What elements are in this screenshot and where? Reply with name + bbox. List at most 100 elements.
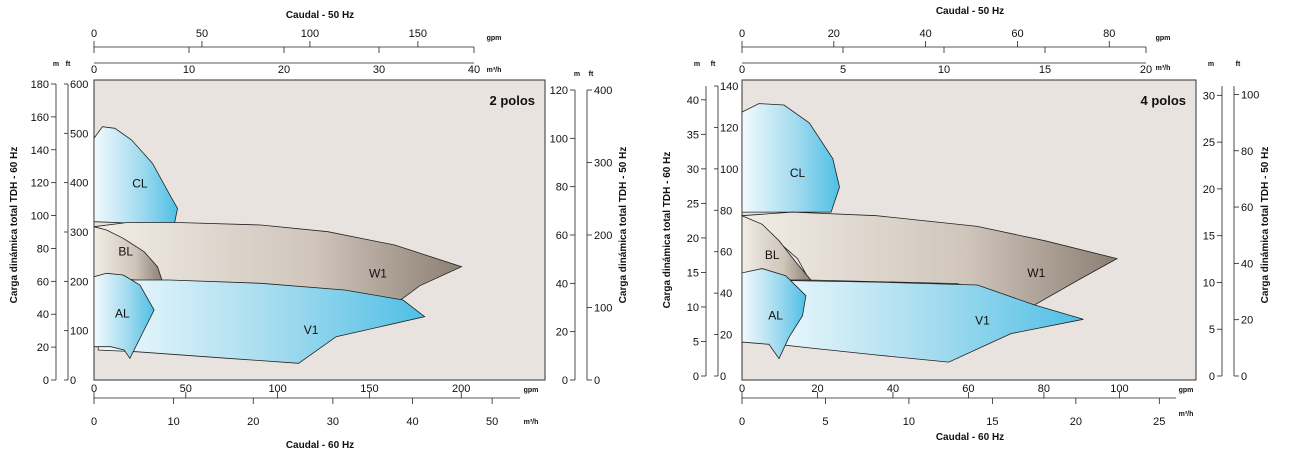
- right-ft-axis-tick-label: 80: [1241, 146, 1253, 158]
- bottom-m3h-axis-tick-label: 40: [406, 416, 418, 428]
- right-m-axis-tick-label: 40: [556, 278, 568, 290]
- left-m-axis-tick-label: 60: [37, 276, 49, 288]
- right-m-axis-tick-label: 20: [1203, 184, 1215, 196]
- right-ft-axis-tick-label: 20: [1241, 315, 1253, 327]
- chart-title: 4 polos: [1140, 93, 1186, 108]
- left-m-axis-tick-label: 0: [43, 375, 49, 387]
- unit-gpm-top: gpm: [487, 35, 502, 42]
- unit-m3h-top: m³/h: [487, 67, 502, 74]
- top-gpm-axis-tick-label: 0: [739, 28, 745, 40]
- unit-ft-left: ft: [711, 61, 716, 68]
- unit-m3h-top: m³/h: [1156, 65, 1171, 72]
- top-gpm-axis-tick-label: 150: [409, 28, 427, 40]
- bottom-gpm-axis-tick-label: 20: [811, 383, 823, 395]
- region-label-w1: W1: [369, 266, 387, 280]
- top-m3h-axis-tick-label: 30: [373, 64, 385, 76]
- left-m-axis-tick-label: 100: [31, 211, 49, 223]
- left-ft-axis-tick-label: 400: [70, 178, 88, 190]
- unit-m-right: m: [1208, 61, 1214, 68]
- bottom-gpm-axis-tick-label: 80: [1038, 383, 1050, 395]
- left-ft-axis-tick-label: 20: [720, 330, 732, 342]
- right-ft-axis-tick-label: 0: [1241, 371, 1247, 383]
- region-cl: [741, 103, 840, 213]
- right-m-axis-tick-label: 20: [556, 327, 568, 339]
- top-m3h-axis-tick-label: 15: [1039, 64, 1051, 76]
- right-m-axis-tick-label: 0: [1209, 371, 1215, 383]
- bottom-gpm-axis-tick-label: 50: [180, 383, 192, 395]
- left-ft-axis-tick-label: 200: [70, 276, 88, 288]
- left-axis-title: Carga dinámica total TDH - 60 Hz: [9, 147, 20, 304]
- right-m-axis-tick-label: 25: [1203, 137, 1215, 149]
- bottom-m3h-axis-tick-label: 25: [1153, 416, 1165, 428]
- right-ft-axis-tick-label: 100: [594, 303, 612, 315]
- top-gpm-axis-tick-label: 100: [301, 28, 319, 40]
- bottom-m3h-axis-tick-label: 50: [486, 416, 498, 428]
- top-m3h-axis-tick-label: 40: [468, 64, 480, 76]
- bottom-gpm-axis-tick-label: 0: [739, 383, 745, 395]
- unit-gpm-bottom: gpm: [524, 387, 539, 394]
- left-m-axis-tick-label: 15: [687, 267, 699, 279]
- bottom-m3h-axis-tick-label: 20: [1070, 416, 1082, 428]
- operating-regions: CL W1 BL V1 AL: [740, 103, 1119, 363]
- unit-m-left: m: [53, 61, 59, 68]
- left-ft-axis-tick-label: 0: [70, 375, 76, 387]
- bottom-axis-title: Caudal - 60 Hz: [286, 440, 354, 451]
- top-gpm-axis-tick-label: 50: [196, 28, 208, 40]
- left-ft-axis-tick-label: 40: [720, 288, 732, 300]
- region-label-cl: CL: [790, 166, 806, 180]
- bottom-m3h-axis-tick-label: 0: [91, 416, 97, 428]
- bottom-axis-title: Caudal - 60 Hz: [936, 432, 1004, 443]
- left-ft-axis-tick-label: 80: [720, 205, 732, 217]
- left-ft-axis-tick-label: 100: [720, 164, 738, 176]
- region-label-bl: BL: [765, 248, 780, 262]
- left-ft-axis-tick-label: 300: [70, 227, 88, 239]
- right-axis-title: Carga dinámica total TDH - 50 Hz: [618, 147, 629, 304]
- left-ft-axis-tick-label: 600: [70, 79, 88, 91]
- right-ft-axis-tick-label: 100: [1241, 89, 1259, 101]
- top-m3h-axis-tick-label: 5: [840, 64, 846, 76]
- bottom-m3h-axis-tick-label: 10: [903, 416, 915, 428]
- right-ft-axis-tick-label: 300: [594, 158, 612, 170]
- top-m3h-axis-tick-label: 0: [739, 64, 745, 76]
- region-label-v1: V1: [304, 323, 319, 337]
- operating-regions: CL W1 BL V1 AL: [93, 126, 463, 364]
- top-gpm-axis-tick-label: 60: [1011, 28, 1023, 40]
- bottom-gpm-axis-tick-label: 60: [962, 383, 974, 395]
- unit-ft-left: ft: [66, 61, 71, 68]
- bottom-m3h-axis-tick-label: 0: [739, 416, 745, 428]
- bottom-gpm-axis-tick-label: 0: [91, 383, 97, 395]
- top-m3h-axis-tick-label: 10: [183, 64, 195, 76]
- left-m-axis-tick-label: 0: [693, 371, 699, 383]
- top-gpm-axis-tick-label: 40: [920, 28, 932, 40]
- bottom-gpm-axis-tick-label: 100: [268, 383, 286, 395]
- right-m-axis-tick-label: 60: [556, 230, 568, 242]
- right-ft-axis-tick-label: 400: [594, 85, 612, 97]
- top-axis-title: Caudal - 50 Hz: [286, 10, 354, 21]
- left-ft-axis-tick-label: 120: [720, 122, 738, 134]
- left-m-axis-tick-label: 35: [687, 129, 699, 141]
- left-ft-axis-tick-label: 140: [720, 81, 738, 93]
- bottom-gpm-axis-tick-label: 150: [360, 383, 378, 395]
- left-m-axis-tick-label: 120: [31, 178, 49, 190]
- unit-m-right: m: [574, 71, 580, 78]
- bottom-m3h-axis-tick-label: 10: [168, 416, 180, 428]
- top-gpm-axis-tick-label: 20: [828, 28, 840, 40]
- left-m-axis-tick-label: 160: [31, 112, 49, 124]
- left-ft-axis-tick-label: 0: [720, 371, 726, 383]
- chart-title: 2 polos: [489, 93, 535, 108]
- region-label-w1: W1: [1027, 266, 1045, 280]
- top-m3h-axis-tick-label: 20: [1140, 64, 1152, 76]
- left-m-axis-tick-label: 80: [37, 243, 49, 255]
- left-m-axis-tick-label: 180: [31, 79, 49, 91]
- right-m-axis-tick-label: 5: [1209, 324, 1215, 336]
- top-axis-title: Caudal - 50 Hz: [936, 6, 1004, 17]
- bottom-gpm-axis-tick-label: 100: [1110, 383, 1128, 395]
- right-m-axis-tick-label: 15: [1203, 231, 1215, 243]
- region-label-al: AL: [768, 309, 783, 323]
- unit-gpm-top: gpm: [1156, 35, 1171, 42]
- left-m-axis-tick-label: 140: [31, 145, 49, 157]
- top-m3h-axis-tick-label: 20: [278, 64, 290, 76]
- bottom-gpm-axis-tick-label: 40: [887, 383, 899, 395]
- right-ft-axis-tick-label: 200: [594, 230, 612, 242]
